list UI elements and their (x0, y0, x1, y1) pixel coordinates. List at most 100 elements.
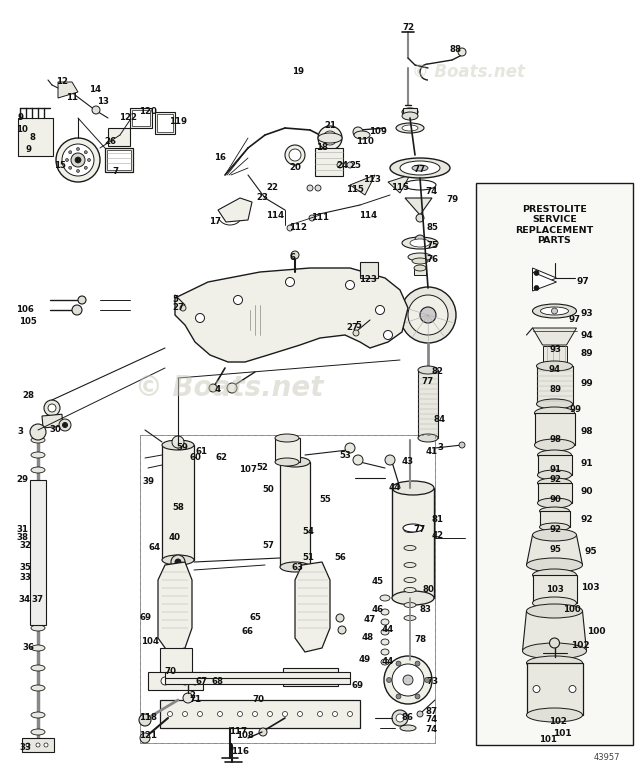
Circle shape (383, 331, 392, 339)
Bar (165, 672, 350, 684)
Polygon shape (532, 272, 557, 291)
Text: 71: 71 (189, 695, 201, 705)
Text: 81: 81 (432, 515, 444, 525)
Circle shape (285, 145, 305, 165)
Circle shape (294, 673, 302, 681)
Circle shape (333, 712, 337, 716)
Text: 74: 74 (426, 716, 438, 724)
Text: 63: 63 (292, 564, 304, 572)
Circle shape (459, 442, 465, 448)
Ellipse shape (31, 729, 45, 735)
Bar (527, 663, 582, 715)
Circle shape (139, 714, 151, 726)
Circle shape (317, 712, 323, 716)
Ellipse shape (280, 562, 310, 572)
Text: 12: 12 (56, 77, 68, 87)
Text: 111: 111 (311, 213, 329, 223)
Circle shape (175, 559, 181, 565)
Bar (162, 445, 194, 560)
Ellipse shape (540, 523, 570, 531)
Text: 116: 116 (231, 748, 249, 756)
Ellipse shape (404, 615, 416, 620)
Ellipse shape (162, 555, 194, 565)
Circle shape (415, 694, 420, 699)
Circle shape (345, 443, 355, 453)
Bar (534, 413, 575, 445)
Text: 103: 103 (546, 586, 564, 594)
Bar (392, 488, 434, 598)
Text: 106: 106 (16, 306, 34, 314)
Circle shape (289, 149, 301, 161)
Circle shape (287, 225, 293, 231)
Bar (140, 435, 435, 743)
Text: © Boats.net: © Boats.net (412, 63, 525, 81)
Text: 44: 44 (382, 626, 394, 634)
Text: 90: 90 (580, 486, 593, 496)
Ellipse shape (31, 685, 45, 691)
Circle shape (415, 661, 420, 666)
Text: 120: 120 (139, 107, 157, 117)
Text: 109: 109 (369, 127, 387, 137)
Ellipse shape (527, 708, 582, 722)
Circle shape (75, 157, 81, 163)
Text: 88: 88 (449, 45, 461, 55)
Text: 18: 18 (316, 144, 328, 152)
Circle shape (534, 271, 539, 275)
Circle shape (259, 728, 267, 736)
Text: 94: 94 (549, 365, 561, 375)
Text: 91: 91 (580, 458, 593, 468)
Text: 79: 79 (446, 196, 458, 205)
Circle shape (420, 307, 436, 323)
Text: 7: 7 (112, 167, 118, 177)
Text: 91: 91 (549, 465, 561, 475)
Text: 61: 61 (196, 447, 208, 457)
Text: 17: 17 (209, 217, 221, 227)
Circle shape (458, 48, 466, 56)
Circle shape (315, 185, 321, 191)
Circle shape (48, 404, 56, 412)
Circle shape (182, 712, 188, 716)
Polygon shape (350, 175, 375, 195)
Text: 100: 100 (588, 626, 605, 636)
Text: 33: 33 (19, 744, 31, 752)
Circle shape (323, 131, 337, 145)
Text: 43957: 43957 (593, 753, 620, 762)
Text: 93: 93 (549, 346, 561, 354)
Text: 114: 114 (266, 210, 284, 220)
Circle shape (387, 677, 392, 683)
Ellipse shape (31, 625, 45, 631)
Bar (280, 462, 310, 567)
Ellipse shape (275, 434, 299, 442)
Circle shape (65, 159, 68, 162)
Circle shape (415, 235, 425, 245)
Circle shape (68, 151, 72, 154)
Ellipse shape (418, 366, 438, 374)
Ellipse shape (541, 307, 568, 315)
Bar (18, 118, 53, 156)
Ellipse shape (390, 158, 450, 178)
Polygon shape (218, 198, 252, 222)
Ellipse shape (400, 725, 416, 731)
Text: 97: 97 (569, 315, 581, 325)
Ellipse shape (536, 361, 573, 371)
Circle shape (552, 308, 557, 314)
Text: 49: 49 (359, 655, 371, 665)
Circle shape (71, 153, 85, 167)
Circle shape (88, 159, 90, 162)
Text: 28: 28 (22, 390, 34, 400)
Text: 80: 80 (422, 586, 434, 594)
Ellipse shape (532, 529, 577, 541)
Ellipse shape (414, 265, 426, 271)
Text: 115: 115 (346, 185, 364, 195)
Circle shape (324, 673, 332, 681)
Ellipse shape (31, 577, 45, 583)
Text: 72: 72 (402, 23, 414, 33)
Bar (403, 108, 417, 116)
Text: 5: 5 (172, 296, 178, 304)
Circle shape (195, 314, 205, 322)
Text: 77: 77 (414, 526, 426, 535)
Text: 15: 15 (54, 160, 66, 170)
Text: 104: 104 (141, 637, 159, 647)
Circle shape (161, 677, 169, 685)
Ellipse shape (162, 440, 194, 450)
